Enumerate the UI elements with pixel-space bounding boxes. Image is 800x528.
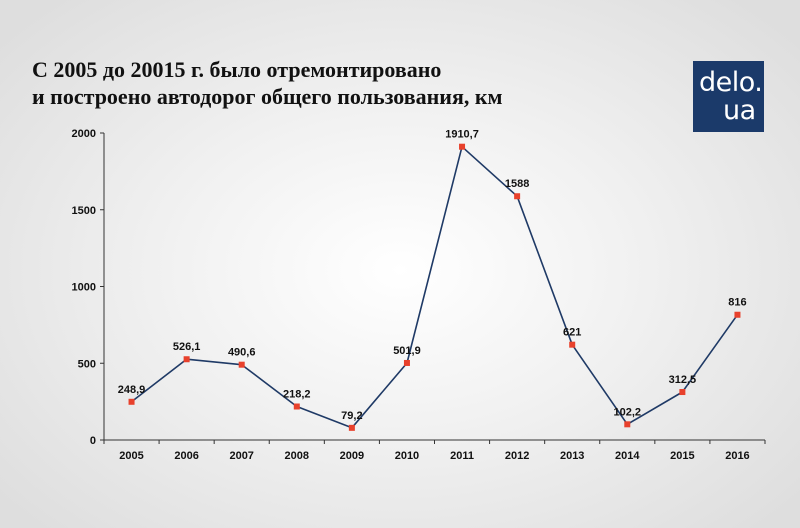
x-tick-label: 2009 bbox=[340, 450, 364, 462]
data-label: 816 bbox=[728, 297, 746, 309]
data-point bbox=[734, 311, 741, 318]
y-tick-label: 1000 bbox=[72, 282, 96, 294]
data-label: 102,2 bbox=[614, 406, 642, 418]
x-tick-label: 2008 bbox=[285, 450, 309, 462]
data-point bbox=[348, 424, 355, 431]
x-tick-label: 2013 bbox=[560, 450, 584, 462]
chart-title-line-1: С 2005 до 20015 г. было отремонтировано bbox=[32, 57, 442, 82]
data-point bbox=[128, 398, 135, 405]
y-axis-ticks: 0 500 1000 1500 2000 bbox=[72, 128, 104, 447]
x-tick-label: 2016 bbox=[725, 450, 749, 462]
chart-axes bbox=[103, 133, 765, 441]
x-tick-label: 2007 bbox=[229, 450, 253, 462]
data-labels: 248,9 526,1 490,6 218,2 79,2 501,9 1910,7 1588 6… bbox=[118, 129, 747, 422]
data-point bbox=[403, 359, 410, 366]
x-tick-label: 2006 bbox=[174, 450, 198, 462]
series-line bbox=[131, 145, 739, 429]
logo-text-line-2: ua bbox=[723, 95, 756, 126]
y-tick-label: 500 bbox=[78, 358, 96, 370]
chart-title-line-2: и построено автодорог общего пользования… bbox=[32, 84, 503, 109]
x-axis-ticks: 2005 2006 2007 2008 2009 2010 2011 2012 2013 2014… bbox=[103, 440, 766, 462]
data-point bbox=[624, 421, 631, 428]
data-point bbox=[459, 143, 466, 150]
data-label: 1588 bbox=[505, 178, 529, 190]
data-point bbox=[183, 356, 190, 363]
y-tick-label: 0 bbox=[90, 435, 96, 447]
y-tick-label: 2000 bbox=[72, 128, 96, 140]
data-label: 501,9 bbox=[393, 345, 421, 357]
chart-title: С 2005 до 20015 г. было отремонтировано … bbox=[32, 56, 503, 110]
data-label: 526,1 bbox=[173, 341, 201, 353]
data-point bbox=[569, 341, 576, 348]
x-tick-label: 2011 bbox=[450, 450, 474, 462]
data-label: 1910,7 bbox=[445, 129, 479, 141]
data-point bbox=[238, 361, 245, 368]
data-label: 312,5 bbox=[669, 374, 697, 386]
data-point bbox=[514, 193, 521, 200]
data-label: 218,2 bbox=[283, 389, 311, 401]
logo-text-line-1: delo. bbox=[699, 67, 763, 98]
data-label: 490,6 bbox=[228, 347, 256, 359]
data-point bbox=[679, 389, 686, 396]
y-tick-label: 1500 bbox=[72, 205, 96, 217]
data-label: 248,9 bbox=[118, 384, 146, 396]
series-line-group bbox=[131, 145, 739, 429]
x-tick-label: 2015 bbox=[670, 450, 694, 462]
data-point bbox=[293, 403, 300, 410]
data-label: 621 bbox=[563, 327, 581, 339]
x-tick-label: 2012 bbox=[505, 450, 529, 462]
x-tick-label: 2005 bbox=[119, 450, 143, 462]
x-tick-label: 2014 bbox=[615, 450, 640, 462]
delo-ua-logo[interactable]: delo. ua bbox=[693, 61, 764, 132]
x-tick-label: 2010 bbox=[395, 450, 419, 462]
data-markers bbox=[128, 143, 741, 431]
data-label: 79,2 bbox=[341, 410, 362, 422]
